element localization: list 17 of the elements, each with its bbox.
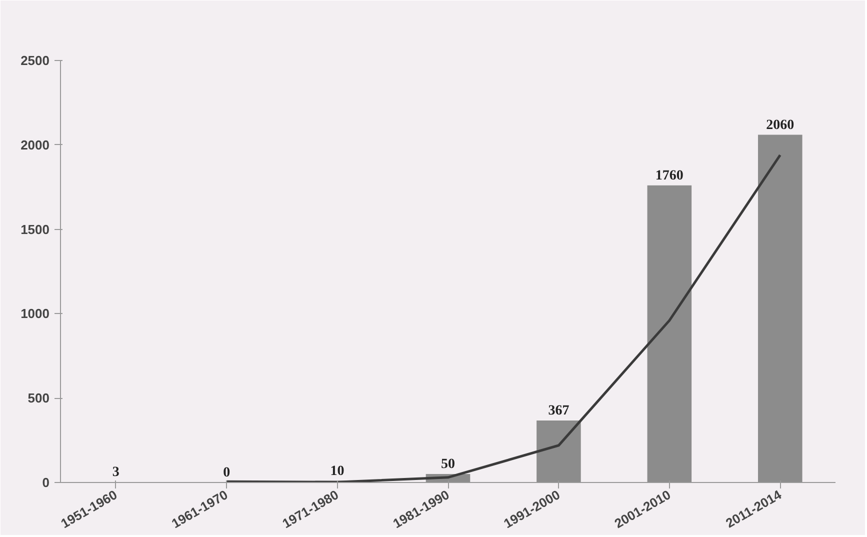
line-series: [225, 154, 782, 482]
data-label: 1760: [655, 168, 684, 184]
data-label: 367: [548, 404, 570, 419]
y-tick-label: 2000: [20, 137, 50, 152]
y-tick-label: 500: [28, 390, 50, 406]
data-label: 0: [223, 466, 230, 480]
bar: [647, 185, 692, 482]
y-tick-label: 1500: [20, 222, 50, 237]
data-label: 3: [112, 464, 120, 480]
data-label: 50: [441, 457, 455, 472]
data-label: 2060: [766, 118, 794, 133]
y-tick-label: 0: [42, 475, 50, 490]
y-tick-label: 2500: [20, 53, 50, 68]
bar: [536, 420, 581, 482]
data-label: 10: [330, 464, 344, 479]
bar: [758, 134, 802, 482]
y-tick-label: 1000: [20, 306, 50, 322]
